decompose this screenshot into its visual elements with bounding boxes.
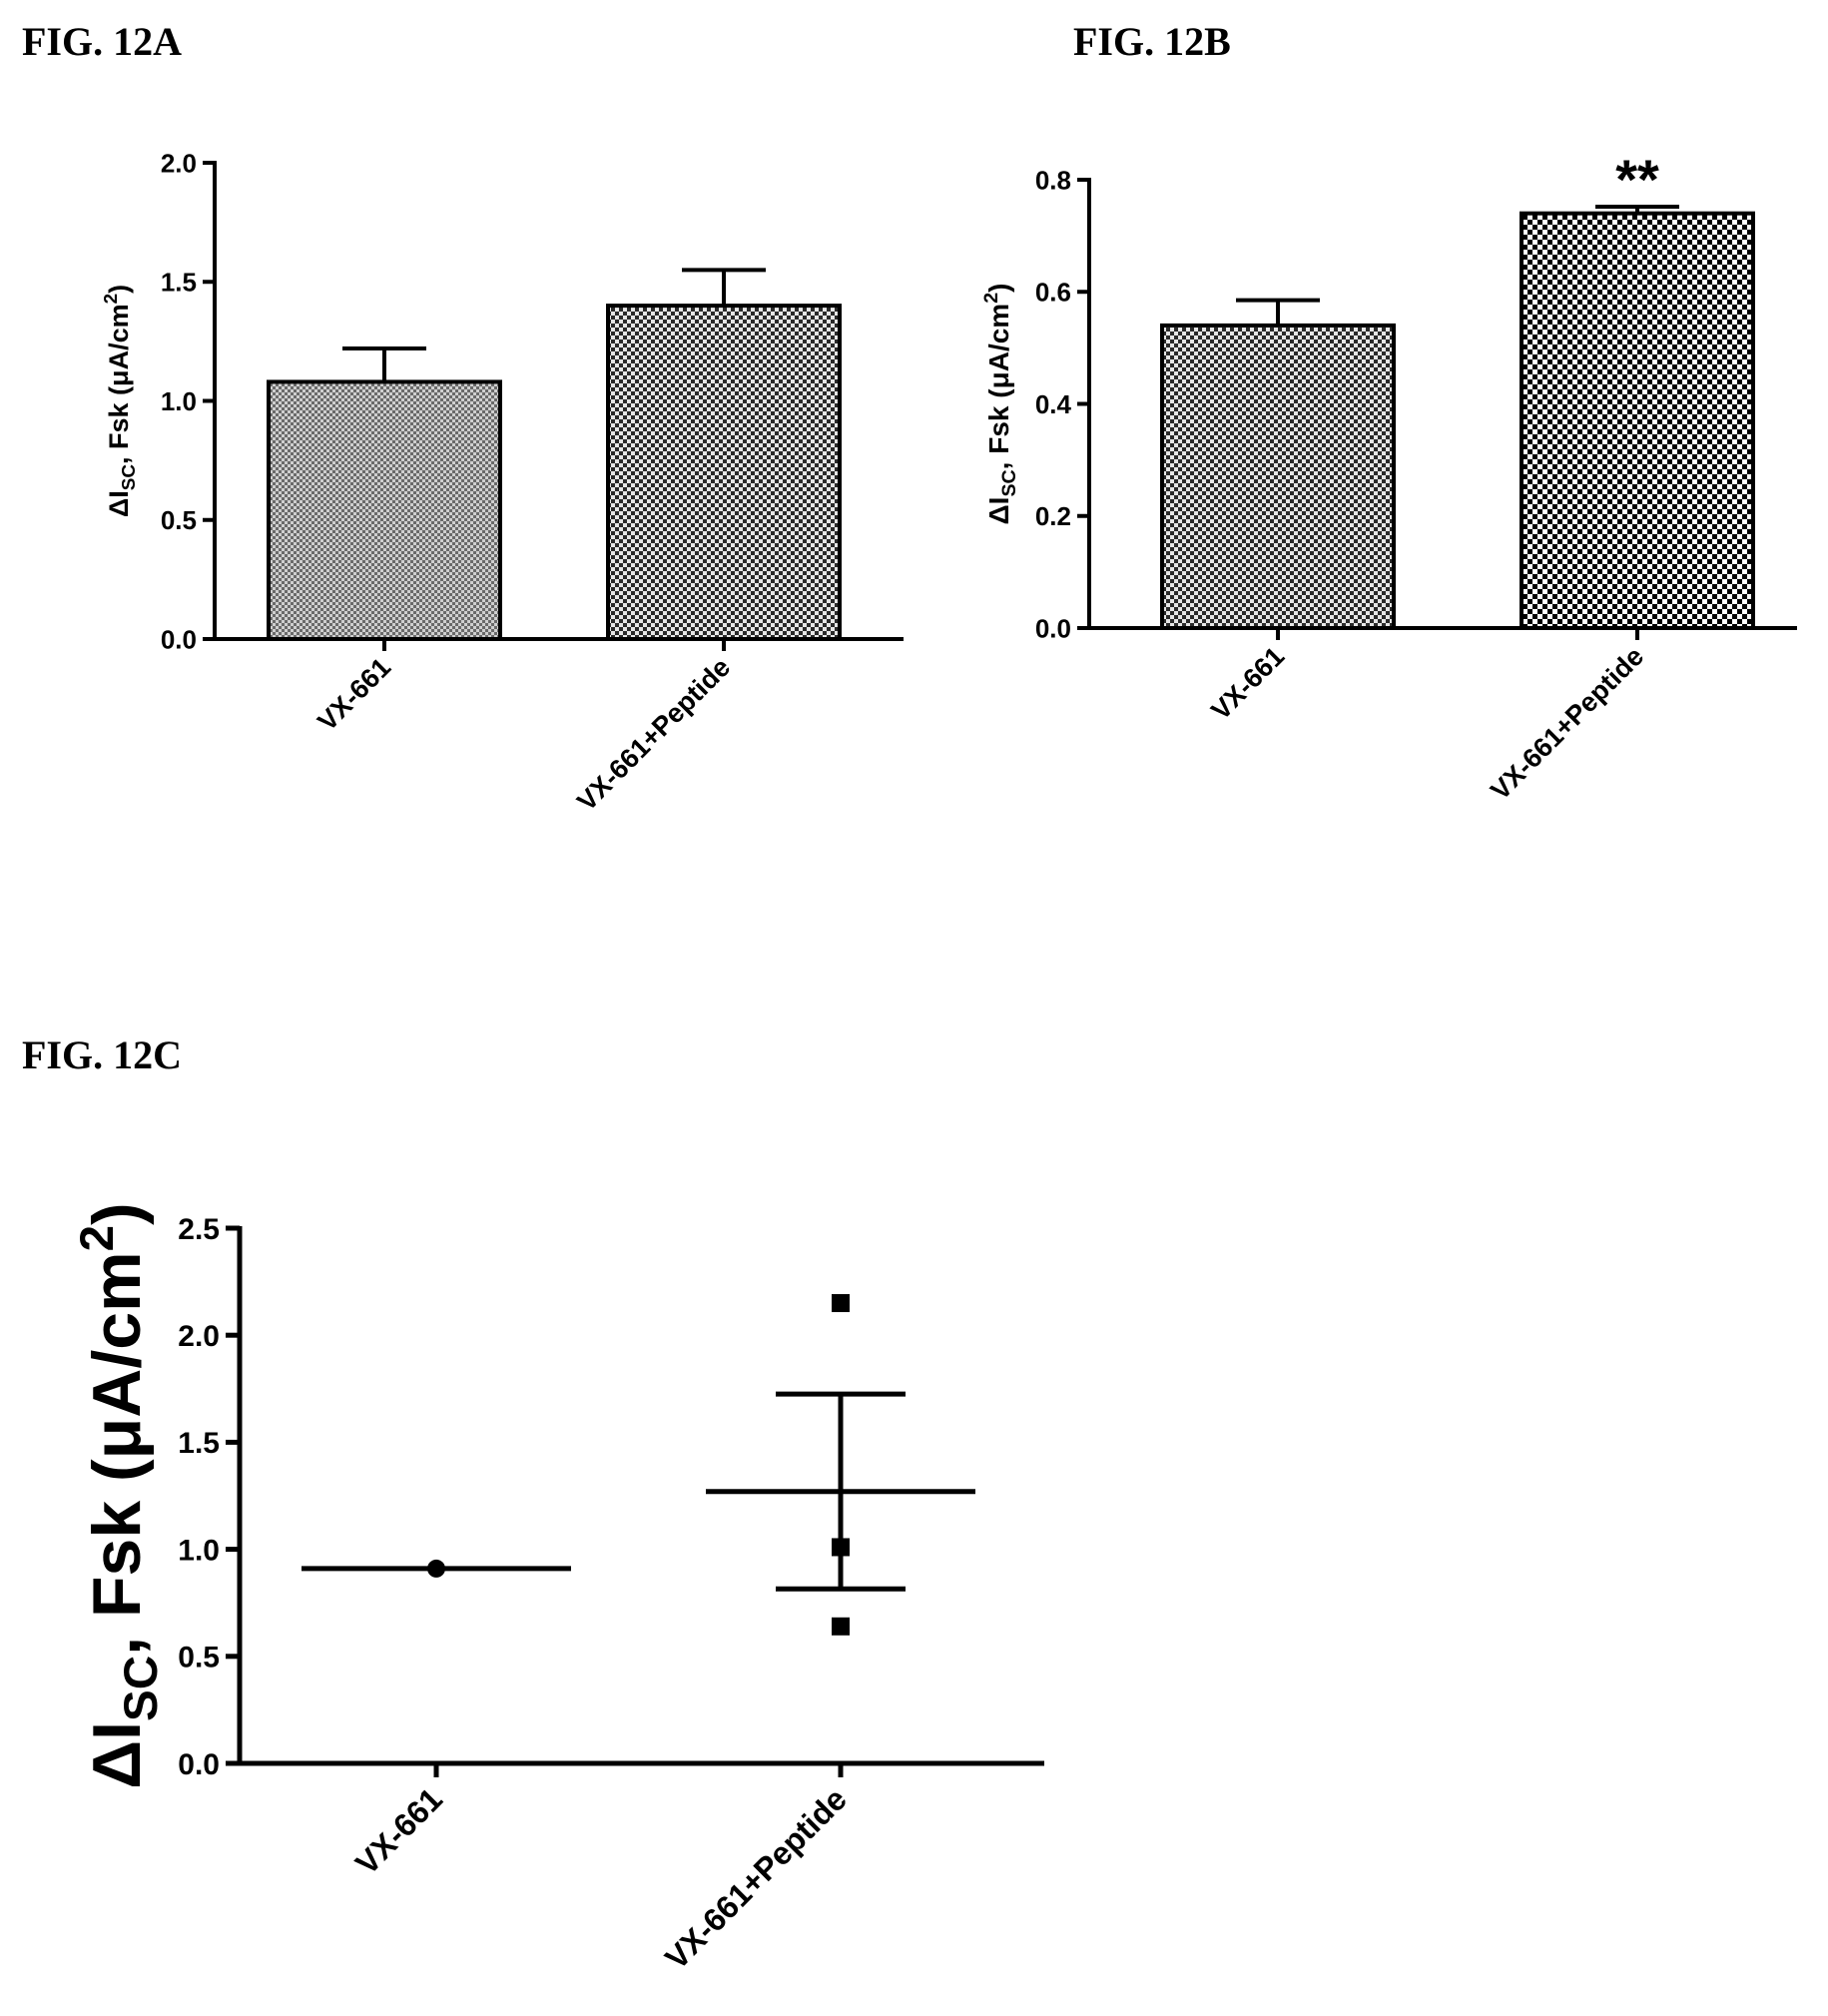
bar (267, 379, 502, 641)
figure-label-c: FIG. 12C (22, 1032, 182, 1077)
category-label: VX-661+Peptide (1485, 641, 1649, 806)
y-axis-label: ΔISC, Fsk (μA/cm2) (980, 284, 1020, 525)
y-tick-label: 0.5 (161, 505, 197, 535)
data-point (427, 1559, 445, 1578)
y-tick-label: 2.0 (161, 148, 197, 178)
data-point (832, 1538, 850, 1557)
category-label: VX-661+Peptide (571, 652, 736, 817)
y-tick-label: 1.0 (178, 1534, 220, 1567)
y-tick-label: 0.5 (178, 1642, 220, 1675)
y-tick-label: 0.2 (1035, 501, 1071, 531)
y-tick-label: 0.0 (1035, 613, 1071, 643)
y-tick-label: 1.5 (161, 268, 197, 298)
bar (606, 304, 842, 641)
category-label: VX-661+Peptide (658, 1780, 854, 1976)
significance-label: ** (1615, 148, 1659, 211)
y-axis-label: ΔISC, Fsk (μA/cm2) (101, 285, 140, 517)
data-point (832, 1294, 850, 1313)
y-tick-label: 1.5 (178, 1427, 220, 1460)
figure-label-b: FIG. 12B (1073, 19, 1231, 64)
category-label: VX-661 (1205, 641, 1290, 726)
chart-a: 0.0 0.5 1.0 1.5 2.0 VX-661 VX-661+Peptide ΔISC,… (101, 148, 904, 817)
figure-label-a: FIG. 12A (22, 19, 182, 64)
y-axis-label: ΔISC, Fsk (μA/cm2) (71, 1202, 168, 1788)
bar (1520, 211, 1755, 631)
category-label: VX-661 (311, 652, 396, 737)
y-tick-label: 0.0 (161, 624, 197, 654)
y-tick-label: 2.0 (178, 1320, 220, 1353)
bar (1160, 323, 1396, 630)
data-point (832, 1617, 850, 1636)
y-tick-label: 1.0 (161, 386, 197, 416)
chart-c: 0.0 0.5 1.0 1.5 2.0 2.5 VX-661 VX-661+Peptide ΔI… (71, 1202, 1044, 1976)
y-tick-label: 0.0 (178, 1748, 220, 1781)
y-tick-label: 0.8 (1035, 165, 1071, 195)
y-tick-label: 0.4 (1035, 389, 1072, 419)
y-tick-label: 2.5 (178, 1213, 220, 1246)
y-tick-label: 0.6 (1035, 278, 1071, 308)
chart-b: 0.0 0.2 0.4 0.6 0.8 VX-661 VX-661+Peptide ΔISC,… (980, 148, 1797, 806)
category-label: VX-661 (348, 1780, 449, 1881)
